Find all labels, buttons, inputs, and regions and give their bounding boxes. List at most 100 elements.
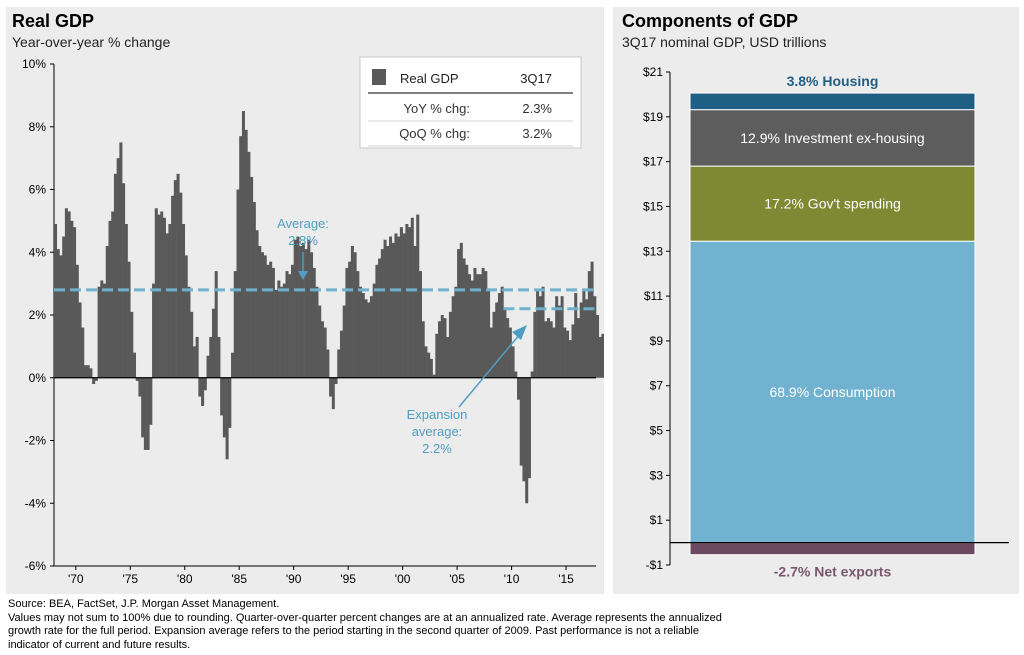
gdp-bar xyxy=(244,129,248,378)
gdp-bar xyxy=(435,333,439,378)
gdp-bar xyxy=(331,377,335,410)
gdp-bar xyxy=(162,217,166,378)
gdp-bar xyxy=(587,271,591,378)
gdp-bar xyxy=(353,252,357,378)
gdp-bar xyxy=(585,299,589,378)
legend-period: 3Q17 xyxy=(520,71,552,86)
gdp-bar xyxy=(70,220,74,378)
gdp-bar xyxy=(568,340,572,378)
gdp-bar xyxy=(576,318,580,378)
gdp-bar xyxy=(394,233,398,378)
gdp-bar xyxy=(342,305,346,378)
gdp-component-segment xyxy=(689,92,976,111)
gdp-bar xyxy=(182,224,186,378)
gdp-bar xyxy=(408,227,412,378)
gdp-bar xyxy=(111,211,115,378)
gdp-bar xyxy=(541,286,545,378)
gdp-bar xyxy=(459,242,463,378)
gdp-bar xyxy=(476,274,480,378)
gdp-component-segment xyxy=(689,165,976,242)
gdp-bar xyxy=(203,377,207,391)
real-gdp-subtitle: Year-over-year % change xyxy=(12,34,171,50)
gdp-bar xyxy=(165,233,169,378)
segment-label: 68.9% Consumption xyxy=(769,384,895,400)
expansion-annotation: Expansion xyxy=(407,407,468,422)
legend-row-value: 3.2% xyxy=(522,126,552,141)
gdp-bar xyxy=(448,311,452,378)
gdp-bar xyxy=(484,271,488,378)
average-arrow-head xyxy=(298,271,308,280)
y-tick-label: -$1 xyxy=(646,558,664,572)
gdp-bar xyxy=(440,315,444,378)
gdp-bar xyxy=(59,255,63,378)
x-tick-label: '85 xyxy=(231,572,247,586)
components-chart: -$1 $1 $3 $5 $7 $9 $11 $13 $15 $17 $19 $21 -2.7% Net… xyxy=(643,65,1009,580)
gdp-bar xyxy=(143,377,147,450)
gdp-bar xyxy=(228,377,232,428)
gdp-bar xyxy=(310,252,314,378)
gdp-bar xyxy=(81,327,85,378)
gdp-bar xyxy=(560,296,564,378)
segment-label: 12.9% Investment ex-housing xyxy=(740,130,924,146)
gdp-bar xyxy=(481,267,485,378)
gdp-bar xyxy=(67,211,71,378)
gdp-bar xyxy=(56,249,60,378)
gdp-bar xyxy=(397,236,401,378)
gdp-bar xyxy=(160,211,164,378)
gdp-bar xyxy=(86,365,90,378)
source-line: Source: BEA, FactSet, J.P. Morgan Asset … xyxy=(8,598,280,610)
components-panel: Components of GDP 3Q17 nominal GDP, USD … xyxy=(613,7,1019,594)
segment-label: 3.8% Housing xyxy=(787,73,879,89)
gdp-bar xyxy=(497,293,501,378)
gdp-component-segment xyxy=(689,240,976,544)
gdp-bar xyxy=(432,374,436,378)
gdp-bar xyxy=(100,280,104,378)
gdp-bar xyxy=(239,136,243,378)
gdp-bar xyxy=(97,286,101,378)
x-tick-label: '15 xyxy=(558,572,574,586)
gdp-bar xyxy=(375,264,379,378)
gdp-bar xyxy=(250,176,254,378)
gdp-bar xyxy=(149,377,153,425)
gdp-bar xyxy=(438,321,442,378)
gdp-bar xyxy=(269,261,273,378)
gdp-bar xyxy=(361,293,365,378)
expansion-arrow-shaft xyxy=(458,333,521,408)
gdp-bar xyxy=(304,249,308,378)
y-tick-label: $21 xyxy=(643,65,663,79)
gdp-bar xyxy=(173,180,177,378)
gdp-bar xyxy=(579,302,583,378)
gdp-bar xyxy=(132,352,137,378)
gdp-bar xyxy=(78,302,82,378)
gdp-bar xyxy=(113,173,117,378)
y-tick-label: $5 xyxy=(650,424,664,438)
gdp-bar xyxy=(271,267,275,378)
gdp-bar xyxy=(190,311,194,378)
gdp-bar xyxy=(383,239,387,378)
y-tick-label: 4% xyxy=(29,245,47,259)
gdp-bar xyxy=(372,283,376,378)
gdp-bar xyxy=(195,336,199,378)
gdp-bar xyxy=(536,289,540,378)
gdp-bar xyxy=(282,283,286,378)
gdp-bar xyxy=(582,289,586,378)
y-tick-label: -4% xyxy=(25,496,47,510)
gdp-bar xyxy=(258,245,262,378)
gdp-bar xyxy=(356,271,360,378)
gdp-bar xyxy=(457,249,461,378)
gdp-bar xyxy=(179,192,183,378)
expansion-annotation: 2.2% xyxy=(422,441,452,456)
gdp-bar xyxy=(296,236,300,378)
gdp-bar xyxy=(500,286,504,378)
y-tick-label: $11 xyxy=(644,289,663,303)
gdp-bar xyxy=(345,267,349,378)
x-tick-label: '00 xyxy=(395,572,411,586)
gdp-bar xyxy=(154,208,158,378)
average-annotation: 2.8% xyxy=(288,233,318,248)
gdp-bar xyxy=(596,315,600,378)
gdp-bar xyxy=(530,371,534,378)
gdp-bar xyxy=(429,358,433,378)
gdp-bar xyxy=(280,286,284,378)
gdp-bar xyxy=(201,377,205,406)
legend-row-label: QoQ % chg: xyxy=(399,126,470,141)
